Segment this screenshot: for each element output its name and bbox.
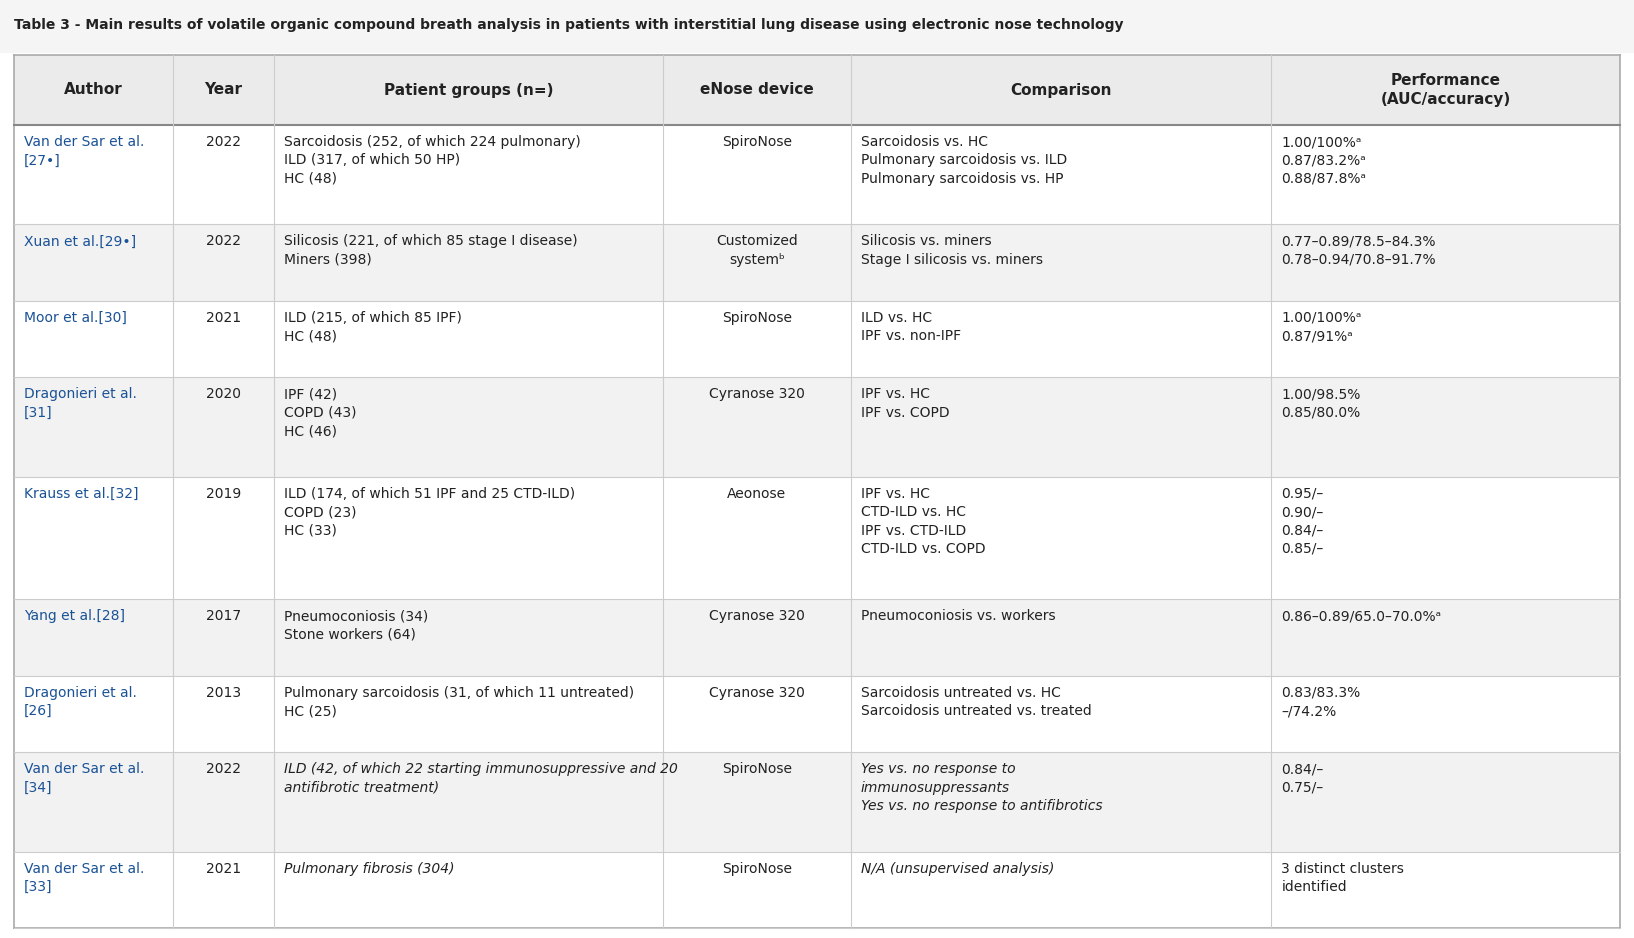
Text: ILD (174, of which 51 IPF and 25 CTD-ILD)
COPD (23)
HC (33): ILD (174, of which 51 IPF and 25 CTD-ILD… [284, 487, 575, 537]
Text: 2020: 2020 [206, 387, 242, 401]
Text: Pulmonary sarcoidosis (31, of which 11 untreated)
HC (25): Pulmonary sarcoidosis (31, of which 11 u… [284, 686, 634, 718]
Text: 2022: 2022 [206, 135, 242, 149]
Bar [15, 752, 1619, 852]
Text: Moor et al.[30]: Moor et al.[30] [25, 310, 127, 325]
Bar [15, 477, 1619, 599]
Text: Cyranose 320: Cyranose 320 [709, 609, 804, 623]
Text: SpiroNose: SpiroNose [722, 861, 792, 875]
Text: 2022: 2022 [206, 234, 242, 249]
Bar [0, 0, 1634, 53]
Text: Yang et al.[28]: Yang et al.[28] [25, 609, 124, 623]
Text: Pulmonary fibrosis (304): Pulmonary fibrosis (304) [284, 861, 454, 875]
Text: Pneumoconiosis vs. workers: Pneumoconiosis vs. workers [861, 609, 1056, 623]
Text: ILD (42, of which 22 starting immunosuppressive and 20
antifibrotic treatment): ILD (42, of which 22 starting immunosupp… [284, 762, 678, 794]
Text: Dragonieri et al.
[31]: Dragonieri et al. [31] [25, 387, 137, 420]
Text: 1.00/100%ᵃ
0.87/83.2%ᵃ
0.88/87.8%ᵃ: 1.00/100%ᵃ 0.87/83.2%ᵃ 0.88/87.8%ᵃ [1281, 135, 1366, 186]
Bar [15, 224, 1619, 301]
Text: Xuan et al.[29•]: Xuan et al.[29•] [25, 234, 136, 249]
Bar [15, 599, 1619, 675]
Bar [15, 675, 1619, 752]
Text: Customized
systemᵇ: Customized systemᵇ [716, 234, 797, 266]
Bar [15, 852, 1619, 928]
Text: ILD vs. HC
IPF vs. non-IPF: ILD vs. HC IPF vs. non-IPF [861, 310, 961, 343]
Text: 2021: 2021 [206, 861, 242, 875]
Bar [15, 377, 1619, 477]
Text: 2021: 2021 [206, 310, 242, 325]
Text: 0.95/–
0.90/–
0.84/–
0.85/–: 0.95/– 0.90/– 0.84/– 0.85/– [1281, 487, 1324, 556]
Text: Patient groups (n=): Patient groups (n=) [384, 83, 554, 98]
Text: N/A (unsupervised analysis): N/A (unsupervised analysis) [861, 861, 1054, 875]
Text: Silicosis (221, of which 85 stage I disease)
Miners (398): Silicosis (221, of which 85 stage I dise… [284, 234, 578, 266]
Bar [15, 55, 1619, 125]
Text: IPF vs. HC
CTD-ILD vs. HC
IPF vs. CTD-ILD
CTD-ILD vs. COPD: IPF vs. HC CTD-ILD vs. HC IPF vs. CTD-IL… [861, 487, 985, 556]
Text: 2022: 2022 [206, 762, 242, 776]
Text: Author: Author [64, 83, 123, 98]
Text: 3 distinct clusters
identified: 3 distinct clusters identified [1281, 861, 1404, 894]
Text: ILD (215, of which 85 IPF)
HC (48): ILD (215, of which 85 IPF) HC (48) [284, 310, 462, 343]
Text: Cyranose 320: Cyranose 320 [709, 387, 804, 401]
Text: Sarcoidosis untreated vs. HC
Sarcoidosis untreated vs. treated: Sarcoidosis untreated vs. HC Sarcoidosis… [861, 686, 1092, 718]
Text: 0.86–0.89/65.0–70.0%ᵃ: 0.86–0.89/65.0–70.0%ᵃ [1281, 609, 1441, 623]
Text: Krauss et al.[32]: Krauss et al.[32] [25, 487, 139, 501]
Bar [15, 301, 1619, 377]
Text: Year: Year [204, 83, 242, 98]
Text: Yes vs. no response to
immunosuppressants
Yes vs. no response to antifibrotics: Yes vs. no response to immunosuppressant… [861, 762, 1103, 813]
Text: 0.83/83.3%
–/74.2%: 0.83/83.3% –/74.2% [1281, 686, 1361, 718]
Text: Aeonose: Aeonose [727, 487, 786, 501]
Text: 0.77–0.89/78.5–84.3%
0.78–0.94/70.8–91.7%: 0.77–0.89/78.5–84.3% 0.78–0.94/70.8–91.7… [1281, 234, 1436, 266]
Text: 2017: 2017 [206, 609, 242, 623]
Text: Sarcoidosis vs. HC
Pulmonary sarcoidosis vs. ILD
Pulmonary sarcoidosis vs. HP: Sarcoidosis vs. HC Pulmonary sarcoidosis… [861, 135, 1067, 186]
Text: Dragonieri et al.
[26]: Dragonieri et al. [26] [25, 686, 137, 718]
Text: Cyranose 320: Cyranose 320 [709, 686, 804, 700]
Text: 2019: 2019 [206, 487, 242, 501]
Text: Silicosis vs. miners
Stage I silicosis vs. miners: Silicosis vs. miners Stage I silicosis v… [861, 234, 1042, 266]
Text: 0.84/–
0.75/–: 0.84/– 0.75/– [1281, 762, 1324, 794]
Text: SpiroNose: SpiroNose [722, 310, 792, 325]
Bar [15, 125, 1619, 224]
Text: Sarcoidosis (252, of which 224 pulmonary)
ILD (317, of which 50 HP)
HC (48): Sarcoidosis (252, of which 224 pulmonary… [284, 135, 582, 186]
Text: 2013: 2013 [206, 686, 242, 700]
Text: eNose device: eNose device [699, 83, 814, 98]
Text: 1.00/98.5%
0.85/80.0%: 1.00/98.5% 0.85/80.0% [1281, 387, 1361, 420]
Text: Pneumoconiosis (34)
Stone workers (64): Pneumoconiosis (34) Stone workers (64) [284, 609, 428, 642]
Text: Van der Sar et al.
[34]: Van der Sar et al. [34] [25, 762, 144, 794]
Text: 1.00/100%ᵃ
0.87/91%ᵃ: 1.00/100%ᵃ 0.87/91%ᵃ [1281, 310, 1361, 343]
Text: Table 3 - Main results of volatile organic compound breath analysis in patients : Table 3 - Main results of volatile organ… [15, 18, 1124, 32]
Text: Comparison: Comparison [1010, 83, 1111, 98]
Text: IPF vs. HC
IPF vs. COPD: IPF vs. HC IPF vs. COPD [861, 387, 949, 420]
Text: IPF (42)
COPD (43)
HC (46): IPF (42) COPD (43) HC (46) [284, 387, 356, 438]
Text: Van der Sar et al.
[27•]: Van der Sar et al. [27•] [25, 135, 144, 167]
Text: Performance
(AUC/accuracy): Performance (AUC/accuracy) [1381, 73, 1511, 107]
Text: SpiroNose: SpiroNose [722, 135, 792, 149]
Text: SpiroNose: SpiroNose [722, 762, 792, 776]
Text: Van der Sar et al.
[33]: Van der Sar et al. [33] [25, 861, 144, 894]
